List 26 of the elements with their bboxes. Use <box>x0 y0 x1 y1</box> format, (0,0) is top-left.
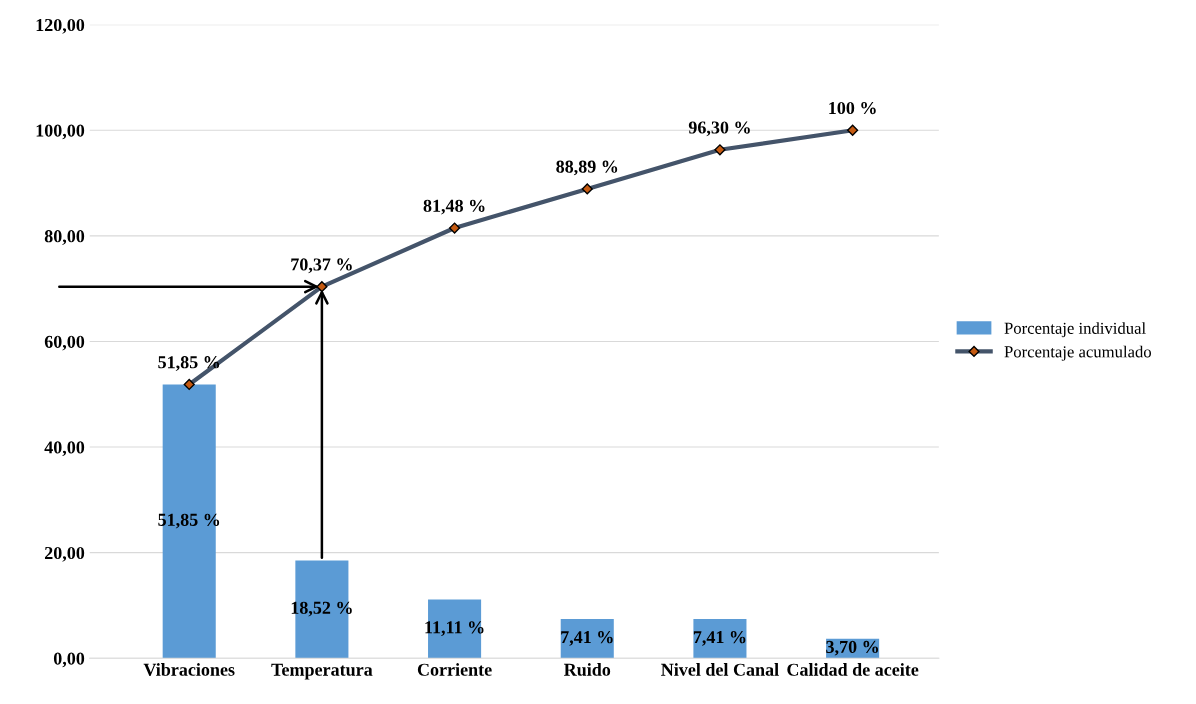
data-label: 88,89 % <box>556 160 618 176</box>
data-label: 7,41 % <box>693 631 746 646</box>
legend-label: Porcentaje individual <box>1004 322 1146 338</box>
data-label: 96,30 % <box>688 121 750 137</box>
data-label: 51,85 % <box>158 356 220 371</box>
data-label: 7,41 % <box>561 631 613 646</box>
data-label: 81,48 % <box>423 199 485 215</box>
y-tick-label: 120,00 <box>36 18 85 34</box>
x-tick-label: Ruido <box>563 663 611 676</box>
x-tick-label: Nivel del Canal <box>661 663 779 676</box>
data-label: 100 % <box>829 101 876 115</box>
y-tick-label: 60,00 <box>44 335 85 351</box>
y-tick-label: 100,00 <box>36 124 85 140</box>
y-tick-label: 20,00 <box>44 546 85 562</box>
data-label: 70,37 % <box>291 258 352 274</box>
x-tick-label: Temperatura <box>271 663 373 680</box>
y-tick-label: 0,00 <box>53 652 85 668</box>
y-tick-label: 40,00 <box>44 441 85 457</box>
data-label: 3,70 % <box>826 640 879 656</box>
bar <box>560 619 614 659</box>
x-tick-label: Vibraciones <box>143 663 235 676</box>
legend-label: Porcentaje acumulado <box>1004 345 1152 361</box>
x-tick-label: Corriente <box>417 663 492 676</box>
y-tick-label: 80,00 <box>44 230 85 245</box>
bar <box>693 619 747 659</box>
x-tick-label: Calidad de aceite <box>787 663 919 676</box>
